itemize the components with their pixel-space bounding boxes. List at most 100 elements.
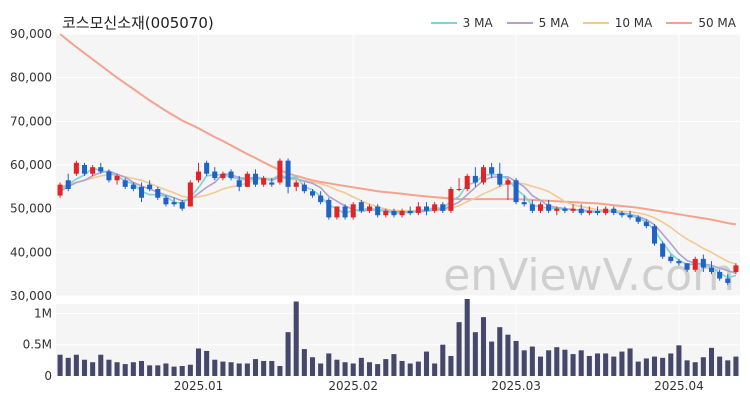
volume-bar	[65, 357, 71, 376]
volume-bar	[130, 362, 136, 376]
candle-body	[171, 202, 177, 205]
x-tick-label: 2025.03	[491, 379, 541, 393]
volume-bar	[489, 341, 495, 376]
volume-bar	[537, 356, 544, 376]
volume-bar	[448, 355, 454, 376]
candle-body	[440, 204, 446, 211]
legend-item[interactable]: 50 MA	[666, 16, 736, 30]
volume-bar	[399, 360, 405, 376]
candle-body	[90, 167, 96, 174]
volume-bar	[171, 366, 177, 376]
volume-bar	[106, 359, 112, 376]
volume-bar	[513, 340, 519, 376]
candle-body	[220, 173, 226, 179]
volume-bar	[81, 359, 88, 376]
legend-item[interactable]: 10 MA	[582, 16, 652, 30]
volume-bar	[350, 363, 356, 376]
volume-bar	[269, 360, 275, 376]
volume-bar	[586, 355, 592, 376]
volume-bar	[660, 357, 666, 376]
volume-bar	[733, 356, 739, 376]
candle-body	[252, 173, 259, 185]
legend-item[interactable]: 5 MA	[506, 16, 569, 30]
candle-body	[407, 210, 413, 214]
volume-bar	[684, 360, 690, 376]
volume-bar	[472, 332, 478, 376]
price-tick-label: 60,000	[10, 158, 52, 172]
candle-body	[497, 173, 503, 185]
candle-body	[204, 162, 210, 174]
volume-bar	[114, 362, 120, 376]
candle-body	[472, 175, 478, 183]
volume-bar	[717, 356, 723, 376]
candle-body	[529, 204, 535, 211]
volume-bar	[358, 357, 364, 376]
candle-body	[594, 210, 601, 214]
volume-bar	[668, 353, 674, 376]
volume-bar	[147, 365, 153, 376]
candle-body	[293, 182, 299, 187]
legend-line-icon	[582, 22, 609, 24]
candle-body	[122, 180, 128, 187]
volume-tick-label: 0	[44, 369, 52, 383]
volume-bar	[375, 364, 381, 376]
candle-body	[236, 180, 242, 187]
candle-body	[546, 204, 552, 211]
price-tick-label: 50,000	[10, 202, 52, 216]
candle-body	[57, 184, 63, 196]
volume-bar	[643, 358, 649, 376]
candle-body	[423, 206, 430, 211]
volume-bar	[138, 360, 145, 376]
candle-body	[391, 210, 397, 216]
volume-bar	[309, 357, 316, 376]
volume-bar	[383, 359, 389, 376]
volume-bar	[725, 360, 731, 376]
volume-bar	[619, 351, 625, 376]
candle-body	[195, 171, 202, 181]
candle-body	[643, 221, 649, 227]
volume-bar	[366, 362, 373, 376]
candle-body	[228, 171, 234, 179]
chart-title: 코스모신소재(005070)	[62, 14, 214, 32]
volume-bar	[497, 327, 503, 376]
volume-bar	[407, 363, 413, 376]
volume-bar	[480, 317, 487, 376]
volume-bar	[464, 298, 470, 376]
x-tick-label: 2025.02	[328, 379, 378, 393]
candle-body	[415, 206, 421, 214]
candle-body	[651, 226, 658, 244]
candle-body	[692, 258, 698, 270]
legend-item[interactable]: 3 MA	[430, 16, 493, 30]
volume-bar	[529, 346, 535, 376]
volume-bar	[456, 322, 462, 376]
candle-body	[285, 160, 291, 187]
candle-body	[326, 199, 332, 218]
candle-body	[375, 206, 381, 216]
candle-body	[318, 195, 324, 203]
x-tick-label: 2025.04	[654, 379, 704, 393]
candle-body	[505, 180, 511, 185]
candle-body	[432, 204, 438, 211]
volume-bar	[692, 362, 698, 376]
candle-body	[660, 243, 666, 257]
volume-bar	[212, 359, 218, 376]
volume-bar	[334, 359, 340, 376]
candle-body	[301, 184, 307, 192]
volume-bar	[204, 350, 210, 376]
volume-tick-label: 1M	[34, 306, 52, 320]
volume-bar	[651, 356, 658, 376]
volume-bar	[228, 362, 234, 376]
volume-bar	[155, 365, 161, 376]
candle-body	[603, 208, 609, 214]
volume-bar	[676, 345, 682, 376]
price-tick-label: 30,000	[10, 289, 52, 303]
candle-body	[537, 204, 544, 211]
candle-body	[708, 267, 715, 272]
candle-body	[244, 173, 250, 187]
candle-body	[138, 186, 145, 198]
legend-line-icon	[666, 22, 693, 24]
volume-bar	[611, 356, 617, 376]
candle-body	[350, 204, 356, 218]
candle-body	[513, 180, 519, 203]
